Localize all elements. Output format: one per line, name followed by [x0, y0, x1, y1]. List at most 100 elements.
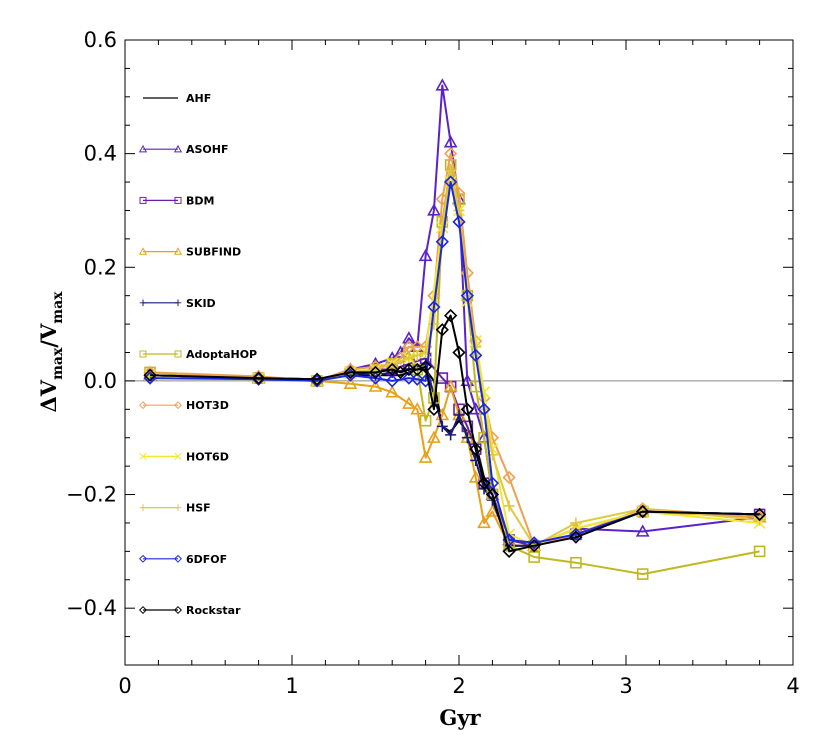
legend-label-6dfof: 6DFOF: [186, 553, 227, 566]
legend-label-hot3d: HOT3D: [186, 399, 229, 412]
series-line-rockstar: [150, 314, 760, 553]
data-point-hsf: [403, 352, 415, 364]
series-line-6dfof: [150, 181, 760, 544]
data-point-subfind: [477, 515, 491, 529]
legend-label-hot6d: HOT6D: [186, 450, 229, 463]
data-point-subfind: [443, 379, 458, 392]
data-point-asohf: [418, 248, 433, 262]
legend-marker-adoptahop: [139, 350, 147, 358]
data-point-rockstar: [310, 372, 324, 386]
y-tick-label: −0.4: [66, 596, 117, 620]
data-point-skid: [461, 432, 473, 444]
legend-markers-hot3d: [139, 401, 182, 410]
legend-marker-asohf: [173, 144, 183, 153]
series-rockstar: [143, 308, 767, 558]
data-point-asohf: [402, 331, 416, 344]
series-line-subfind: [150, 374, 760, 547]
data-point-hot3d: [444, 147, 458, 161]
data-point-6dfof: [469, 348, 483, 362]
y-tick-label: 0.0: [84, 369, 117, 393]
y-axis-title-slash: /V: [36, 323, 61, 348]
legend-item-hot3d: HOT3D: [139, 399, 229, 412]
data-point-skid: [445, 429, 457, 441]
data-point-rockstar: [502, 544, 516, 558]
legend-label-bdm: BDM: [186, 194, 214, 207]
legend-marker-subfind: [138, 247, 148, 255]
data-point-subfind: [402, 396, 416, 409]
data-point-rockstar: [427, 402, 441, 416]
data-point-asohf: [635, 524, 650, 537]
legend-marker-rockstar: [174, 606, 182, 614]
legend-marker-shape-bdm: [174, 196, 182, 204]
data-point-hsf: [570, 517, 582, 529]
data-point-6dfof: [460, 289, 474, 303]
data-point-hsf: [436, 222, 448, 233]
legend-marker-hot6d: [174, 452, 182, 461]
legend-marker-shape-hot3d: [139, 401, 147, 410]
legend-label-ahf: AHF: [186, 92, 211, 105]
legend-marker-hsf: [174, 504, 182, 511]
legend-item-adoptahop: AdoptaHOP: [139, 348, 257, 361]
legend-label-hsf: HSF: [186, 502, 211, 515]
data-point-rockstar: [569, 530, 583, 544]
legend-label-asohf: ASOHF: [186, 143, 229, 156]
data-point-hsf: [445, 165, 457, 177]
data-point-asohf: [435, 78, 450, 91]
data-point-subfind: [343, 376, 358, 389]
legend-marker-6dfof: [174, 554, 182, 563]
legend-marker-asohf: [138, 144, 148, 153]
data-point-hsf: [453, 204, 465, 216]
legend-item-6dfof: 6DFOF: [139, 553, 227, 566]
x-tick-label: 2: [452, 674, 465, 698]
legend-marker-shape-adoptahop: [174, 350, 182, 358]
data-point-adoptahop: [570, 556, 582, 569]
data-point-rockstar: [460, 402, 474, 416]
data-point-hsf: [411, 349, 423, 361]
legend-marker-shape-rockstar: [174, 606, 182, 614]
series-6dfof: [143, 175, 767, 550]
legend-markers-hsf: [139, 504, 182, 511]
legend-marker-skid: [139, 299, 147, 307]
legend-markers-6dfof: [139, 554, 182, 563]
data-point-hot3d: [393, 351, 408, 365]
data-point-6dfof: [385, 374, 399, 388]
data-point-rockstar: [251, 371, 266, 385]
data-point-6dfof: [444, 175, 458, 189]
data-point-asohf: [443, 135, 458, 148]
data-point-subfind: [418, 450, 433, 463]
x-axis-title: Gyr: [439, 705, 481, 730]
data-point-rockstar: [485, 487, 500, 502]
data-point-6dfof: [452, 215, 466, 229]
data-point-subfind: [468, 470, 483, 483]
legend-marker-bdm: [139, 196, 147, 204]
data-point-6dfof: [402, 371, 416, 385]
data-point-6dfof: [410, 372, 424, 386]
data-point-hot3d: [502, 470, 516, 485]
legend-marker-shape-asohf: [173, 144, 183, 153]
data-point-rockstar: [343, 365, 358, 380]
y-axis-title-delta: ΔV: [36, 379, 61, 412]
data-point-adoptahop: [419, 414, 432, 427]
legend-marker-shape-hot6d: [139, 452, 147, 461]
y-tick-label: 0.4: [84, 142, 117, 166]
legend-marker-hot3d: [174, 401, 182, 410]
legend-markers-bdm: [139, 196, 182, 204]
legend-marker-shape-skid: [174, 299, 182, 307]
legend-marker-shape-subfind: [138, 247, 148, 255]
y-axis-title-sub1: max: [50, 347, 66, 380]
series-line-hot6d: [150, 181, 760, 547]
data-point-6dfof: [477, 402, 491, 416]
series-line-hot3d: [150, 152, 760, 547]
axis-ticks: [124, 39, 794, 666]
data-point-subfind: [385, 385, 400, 398]
data-point-6dfof: [418, 374, 433, 388]
legend-item-subfind: SUBFIND: [138, 246, 241, 259]
data-point-rockstar: [435, 323, 449, 337]
y-tick-label: 0.6: [84, 28, 117, 52]
data-point-adoptahop: [753, 545, 766, 558]
axis-tick-labels: 0 1 2 3 4 −0.4 −0.2 0.0 0.2 0.4 0.6: [66, 28, 800, 698]
y-tick-label: 0.2: [84, 255, 117, 279]
data-point-subfind: [410, 402, 425, 415]
legend-marker-subfind: [173, 247, 183, 255]
